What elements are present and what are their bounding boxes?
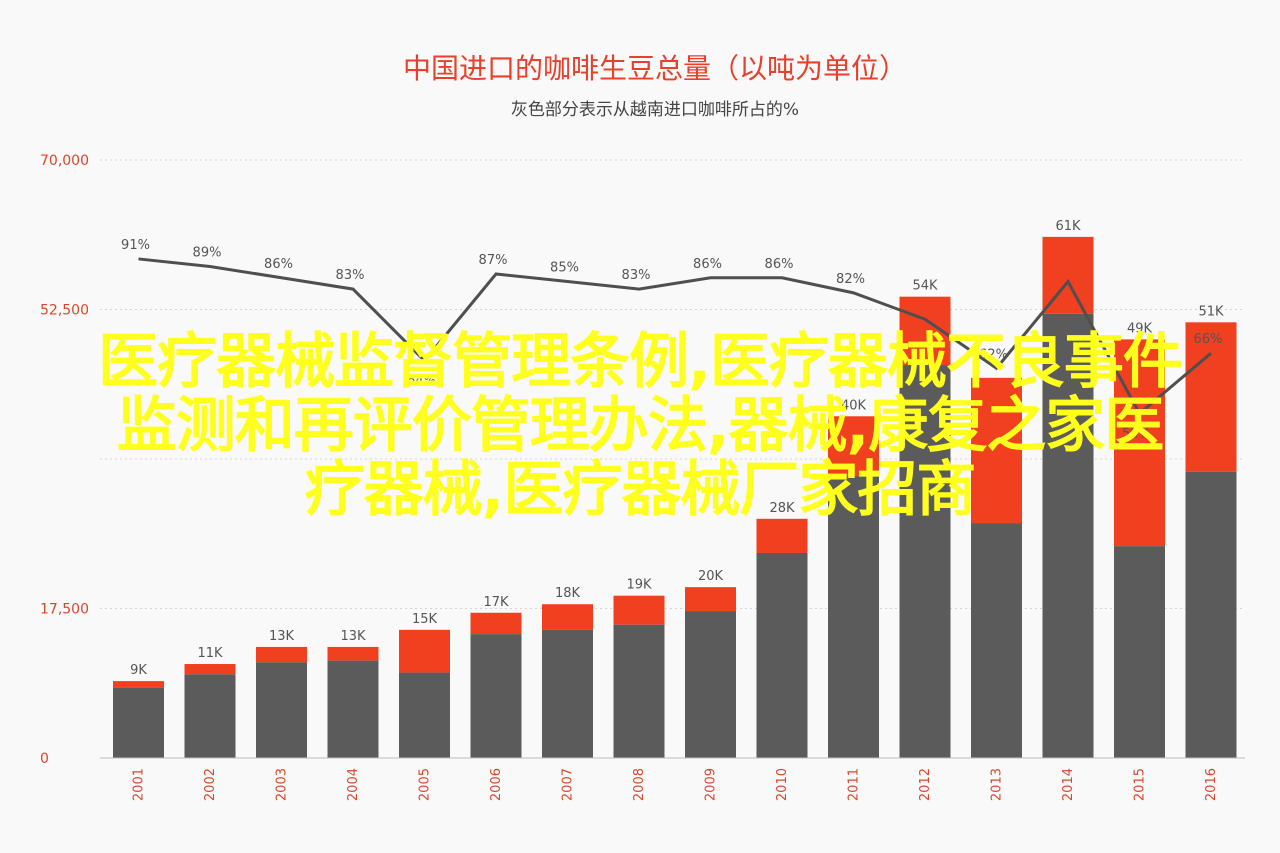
bar-vietnam-2005 bbox=[399, 672, 450, 758]
bar-vietnam-2016 bbox=[1185, 471, 1237, 758]
bar-label-2007: 18K bbox=[555, 586, 581, 601]
bar-label-2008: 19K bbox=[626, 578, 652, 593]
bar-total-2008 bbox=[613, 595, 665, 625]
bar-total-2003 bbox=[256, 646, 307, 663]
x-tick-label-2015: 2015 bbox=[1133, 768, 1148, 801]
bars bbox=[113, 236, 1237, 758]
x-tick-label-2004: 2004 bbox=[346, 768, 361, 801]
overlay-line-3: 疗器械,医疗器械厂家招商 bbox=[304, 455, 977, 525]
bar-vietnam-2008 bbox=[613, 624, 665, 758]
bar-vietnam-2003 bbox=[256, 662, 307, 758]
bar-vietnam-2004 bbox=[327, 660, 379, 758]
bar-vietnam-2011 bbox=[828, 476, 879, 758]
bar-total-2013 bbox=[971, 377, 1022, 524]
bar-label-2009: 20K bbox=[698, 569, 724, 584]
percent-label-2010: 86% bbox=[765, 257, 794, 272]
bar-vietnam-2007 bbox=[542, 629, 593, 758]
bar-label-2006: 17K bbox=[483, 595, 509, 610]
bar-total-2002 bbox=[184, 664, 236, 675]
bar-total-2011 bbox=[828, 416, 879, 477]
watermark-overlay: 医疗器械监督管理条例,医疗器械不良事件 监测和再评价管理办法,器械,康复之家医 … bbox=[0, 330, 1280, 522]
bar-total-2007 bbox=[542, 604, 593, 630]
bar-total-2010 bbox=[756, 518, 808, 553]
overlay-line-2: 监测和再评价管理办法,器械,康复之家医 bbox=[116, 391, 1165, 461]
percent-label-2005: 64% bbox=[407, 374, 436, 389]
overlay-line-1: 医疗器械监督管理条例,医疗器械不良事件 bbox=[98, 327, 1183, 397]
bar-vietnam-2010 bbox=[756, 552, 808, 758]
y-tick-label: 17,500 bbox=[40, 602, 89, 618]
bar-total-2005 bbox=[399, 629, 450, 673]
x-tick-label-2006: 2006 bbox=[489, 768, 504, 801]
bar-label-2012: 54K bbox=[912, 279, 938, 294]
x-tick-label-2007: 2007 bbox=[561, 768, 576, 801]
bar-vietnam-2014 bbox=[1042, 313, 1094, 758]
y-tick-label: 52,500 bbox=[40, 303, 89, 319]
bar-label-2016: 51K bbox=[1198, 304, 1224, 319]
x-tick-label-2010: 2010 bbox=[775, 768, 790, 801]
bar-vietnam-2013 bbox=[971, 523, 1022, 758]
bar-label-2011: 40K bbox=[841, 398, 867, 413]
bar-label-2005: 15K bbox=[412, 612, 438, 627]
percent-label-2002: 89% bbox=[193, 245, 222, 260]
x-tick-label-2009: 2009 bbox=[704, 768, 719, 801]
percent-label-2008: 83% bbox=[622, 268, 651, 283]
x-tick-label-2013: 2013 bbox=[990, 768, 1005, 801]
x-tick-label-2012: 2012 bbox=[918, 768, 933, 801]
bar-total-2015 bbox=[1114, 339, 1165, 547]
percent-line: 91% 89% 86% 83% 64% 87% 85% 83% 86% 86% 82% 62% 50% 6… bbox=[121, 238, 1222, 442]
gridlines bbox=[100, 159, 1245, 609]
percent-label-2013: 62% bbox=[979, 347, 1008, 362]
bar-label-2001: 9K bbox=[130, 663, 147, 678]
bar-vietnam-2001 bbox=[113, 687, 164, 758]
x-tick-label-2014: 2014 bbox=[1061, 768, 1076, 801]
chart-title: 中国进口的咖啡生豆总量（以吨为单位） bbox=[403, 52, 907, 85]
x-tick-label-2008: 2008 bbox=[632, 768, 647, 801]
percent-label-2011: 82% bbox=[836, 272, 865, 287]
bar-label-2002: 11K bbox=[197, 646, 223, 661]
x-axis-ticks: 2001 2002 2003 2004 2005 2006 2007 2008 2009 2010… bbox=[132, 768, 1220, 801]
x-tick-label-2016: 2016 bbox=[1204, 768, 1219, 801]
percent-label-2006: 87% bbox=[479, 253, 508, 268]
percent-label-2009: 86% bbox=[693, 257, 722, 272]
bar-labels: 9K 11K 13K 13K 15K 17K 18K 19K 20K 28K 40K 54K 61K 49… bbox=[130, 219, 1224, 678]
x-tick-label-2011: 2011 bbox=[847, 768, 862, 801]
y-axis-ticks: 70,000 52,500 17,500 0 bbox=[40, 153, 89, 767]
bar-total-2001 bbox=[113, 681, 164, 688]
x-tick-label-2005: 2005 bbox=[418, 768, 433, 801]
x-tick-label-2003: 2003 bbox=[275, 768, 290, 801]
bar-label-2004: 13K bbox=[340, 629, 366, 644]
bar-total-2009 bbox=[685, 587, 736, 612]
bar-vietnam-2012 bbox=[899, 365, 951, 758]
percent-polyline bbox=[138, 257, 1212, 416]
percent-label-2007: 85% bbox=[550, 261, 579, 276]
bar-vietnam-2002 bbox=[184, 674, 236, 758]
percent-label-2015: 50% bbox=[1122, 427, 1151, 442]
bar-label-2010: 28K bbox=[769, 501, 795, 516]
bar-total-2006 bbox=[470, 612, 522, 635]
x-tick-label-2002: 2002 bbox=[203, 768, 218, 801]
bar-vietnam-2009 bbox=[685, 611, 736, 758]
bar-label-2015: 49K bbox=[1127, 321, 1153, 336]
percent-label-2003: 86% bbox=[264, 257, 293, 272]
chart-subtitle: 灰色部分表示从越南进口咖啡所占的% bbox=[511, 100, 799, 120]
percent-label-2016: 66% bbox=[1194, 332, 1223, 347]
bar-vietnam-2015 bbox=[1114, 546, 1165, 758]
bar-label-2003: 13K bbox=[269, 629, 295, 644]
percent-label-2004: 83% bbox=[336, 268, 365, 283]
percent-label-2001: 91% bbox=[121, 238, 150, 253]
bar-vietnam-2006 bbox=[470, 634, 522, 758]
x-tick-label-2001: 2001 bbox=[132, 768, 147, 801]
bar-total-2004 bbox=[327, 646, 379, 661]
y-tick-label: 0 bbox=[40, 751, 49, 767]
bar-label-2014: 61K bbox=[1055, 219, 1081, 234]
bar-total-2016 bbox=[1185, 322, 1237, 472]
y-tick-label: 70,000 bbox=[40, 153, 89, 169]
